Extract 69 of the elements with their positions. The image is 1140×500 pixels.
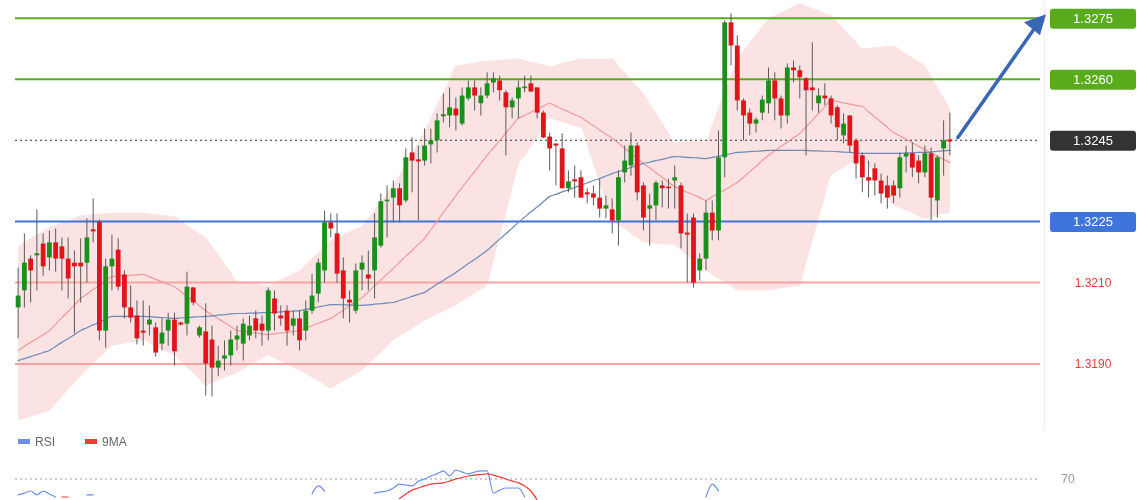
candlestick: [497, 75, 503, 101]
candlestick: [903, 145, 909, 173]
candlestick: [40, 232, 46, 277]
candlestick: [859, 151, 865, 193]
candlestick: [609, 197, 615, 234]
candlestick: [409, 136, 415, 193]
candlestick: [922, 145, 928, 178]
candlestick: [328, 212, 334, 238]
candlestick: [791, 60, 796, 84]
candlestick: [503, 89, 509, 156]
candlestick: [390, 180, 396, 223]
candlestick: [709, 199, 715, 241]
candlestick: [290, 310, 296, 336]
y-tick-label: 1.3225: [1073, 214, 1113, 230]
candlestick: [297, 310, 302, 352]
candlestick: [490, 71, 496, 93]
candlestick: [622, 145, 628, 184]
y-tick-label: 1.3260: [1073, 71, 1113, 87]
candlestick: [603, 195, 609, 219]
candlestick: [841, 112, 846, 145]
candlestick: [303, 299, 309, 341]
candlestick: [797, 64, 803, 99]
candlestick: [484, 71, 490, 99]
candlestick: [46, 230, 52, 271]
candlestick: [572, 164, 578, 199]
candlestick: [509, 97, 515, 119]
candlestick: [547, 132, 553, 171]
legend-label: RSI: [35, 435, 56, 449]
candlestick: [672, 164, 678, 210]
candlestick: [566, 169, 571, 193]
candlestick: [816, 87, 821, 114]
candlestick: [697, 252, 703, 282]
candlestick: [472, 79, 478, 112]
y-tick-label: 1.3190: [1074, 357, 1112, 372]
candlestick: [453, 97, 459, 132]
candlestick: [478, 86, 484, 116]
candlestick: [647, 193, 653, 247]
candlestick: [397, 182, 402, 223]
candlestick: [947, 112, 953, 156]
candlestick: [597, 177, 603, 219]
candlestick: [228, 330, 234, 367]
candlestick: [28, 254, 34, 304]
candlestick: [222, 339, 227, 371]
candlestick: [128, 284, 134, 323]
candlestick: [434, 112, 440, 153]
ref-line-label: 70: [1061, 472, 1075, 486]
candlestick: [140, 299, 146, 347]
candlestick: [165, 312, 171, 347]
y-tick-label: 1.3245: [1073, 132, 1113, 148]
y-tick-label: 1.3275: [1073, 10, 1113, 26]
candlestick: [234, 325, 240, 352]
candlestick: [809, 41, 815, 112]
candlestick: [215, 345, 221, 377]
candlestick: [422, 127, 427, 166]
candlestick: [591, 184, 596, 206]
candlestick: [428, 127, 434, 164]
candlestick: [415, 145, 421, 221]
y-tick-label: 1.3210: [1074, 275, 1112, 290]
candlestick: [772, 71, 778, 121]
candlestick: [365, 249, 371, 291]
candlestick: [834, 104, 840, 141]
candlestick: [53, 228, 59, 273]
candlestick: [941, 119, 947, 177]
candlestick: [272, 289, 277, 332]
candlestick: [253, 310, 259, 339]
candlestick: [34, 208, 40, 291]
legend-label: 9MA: [102, 435, 127, 449]
candlestick: [347, 289, 352, 323]
candlestick: [15, 267, 21, 339]
